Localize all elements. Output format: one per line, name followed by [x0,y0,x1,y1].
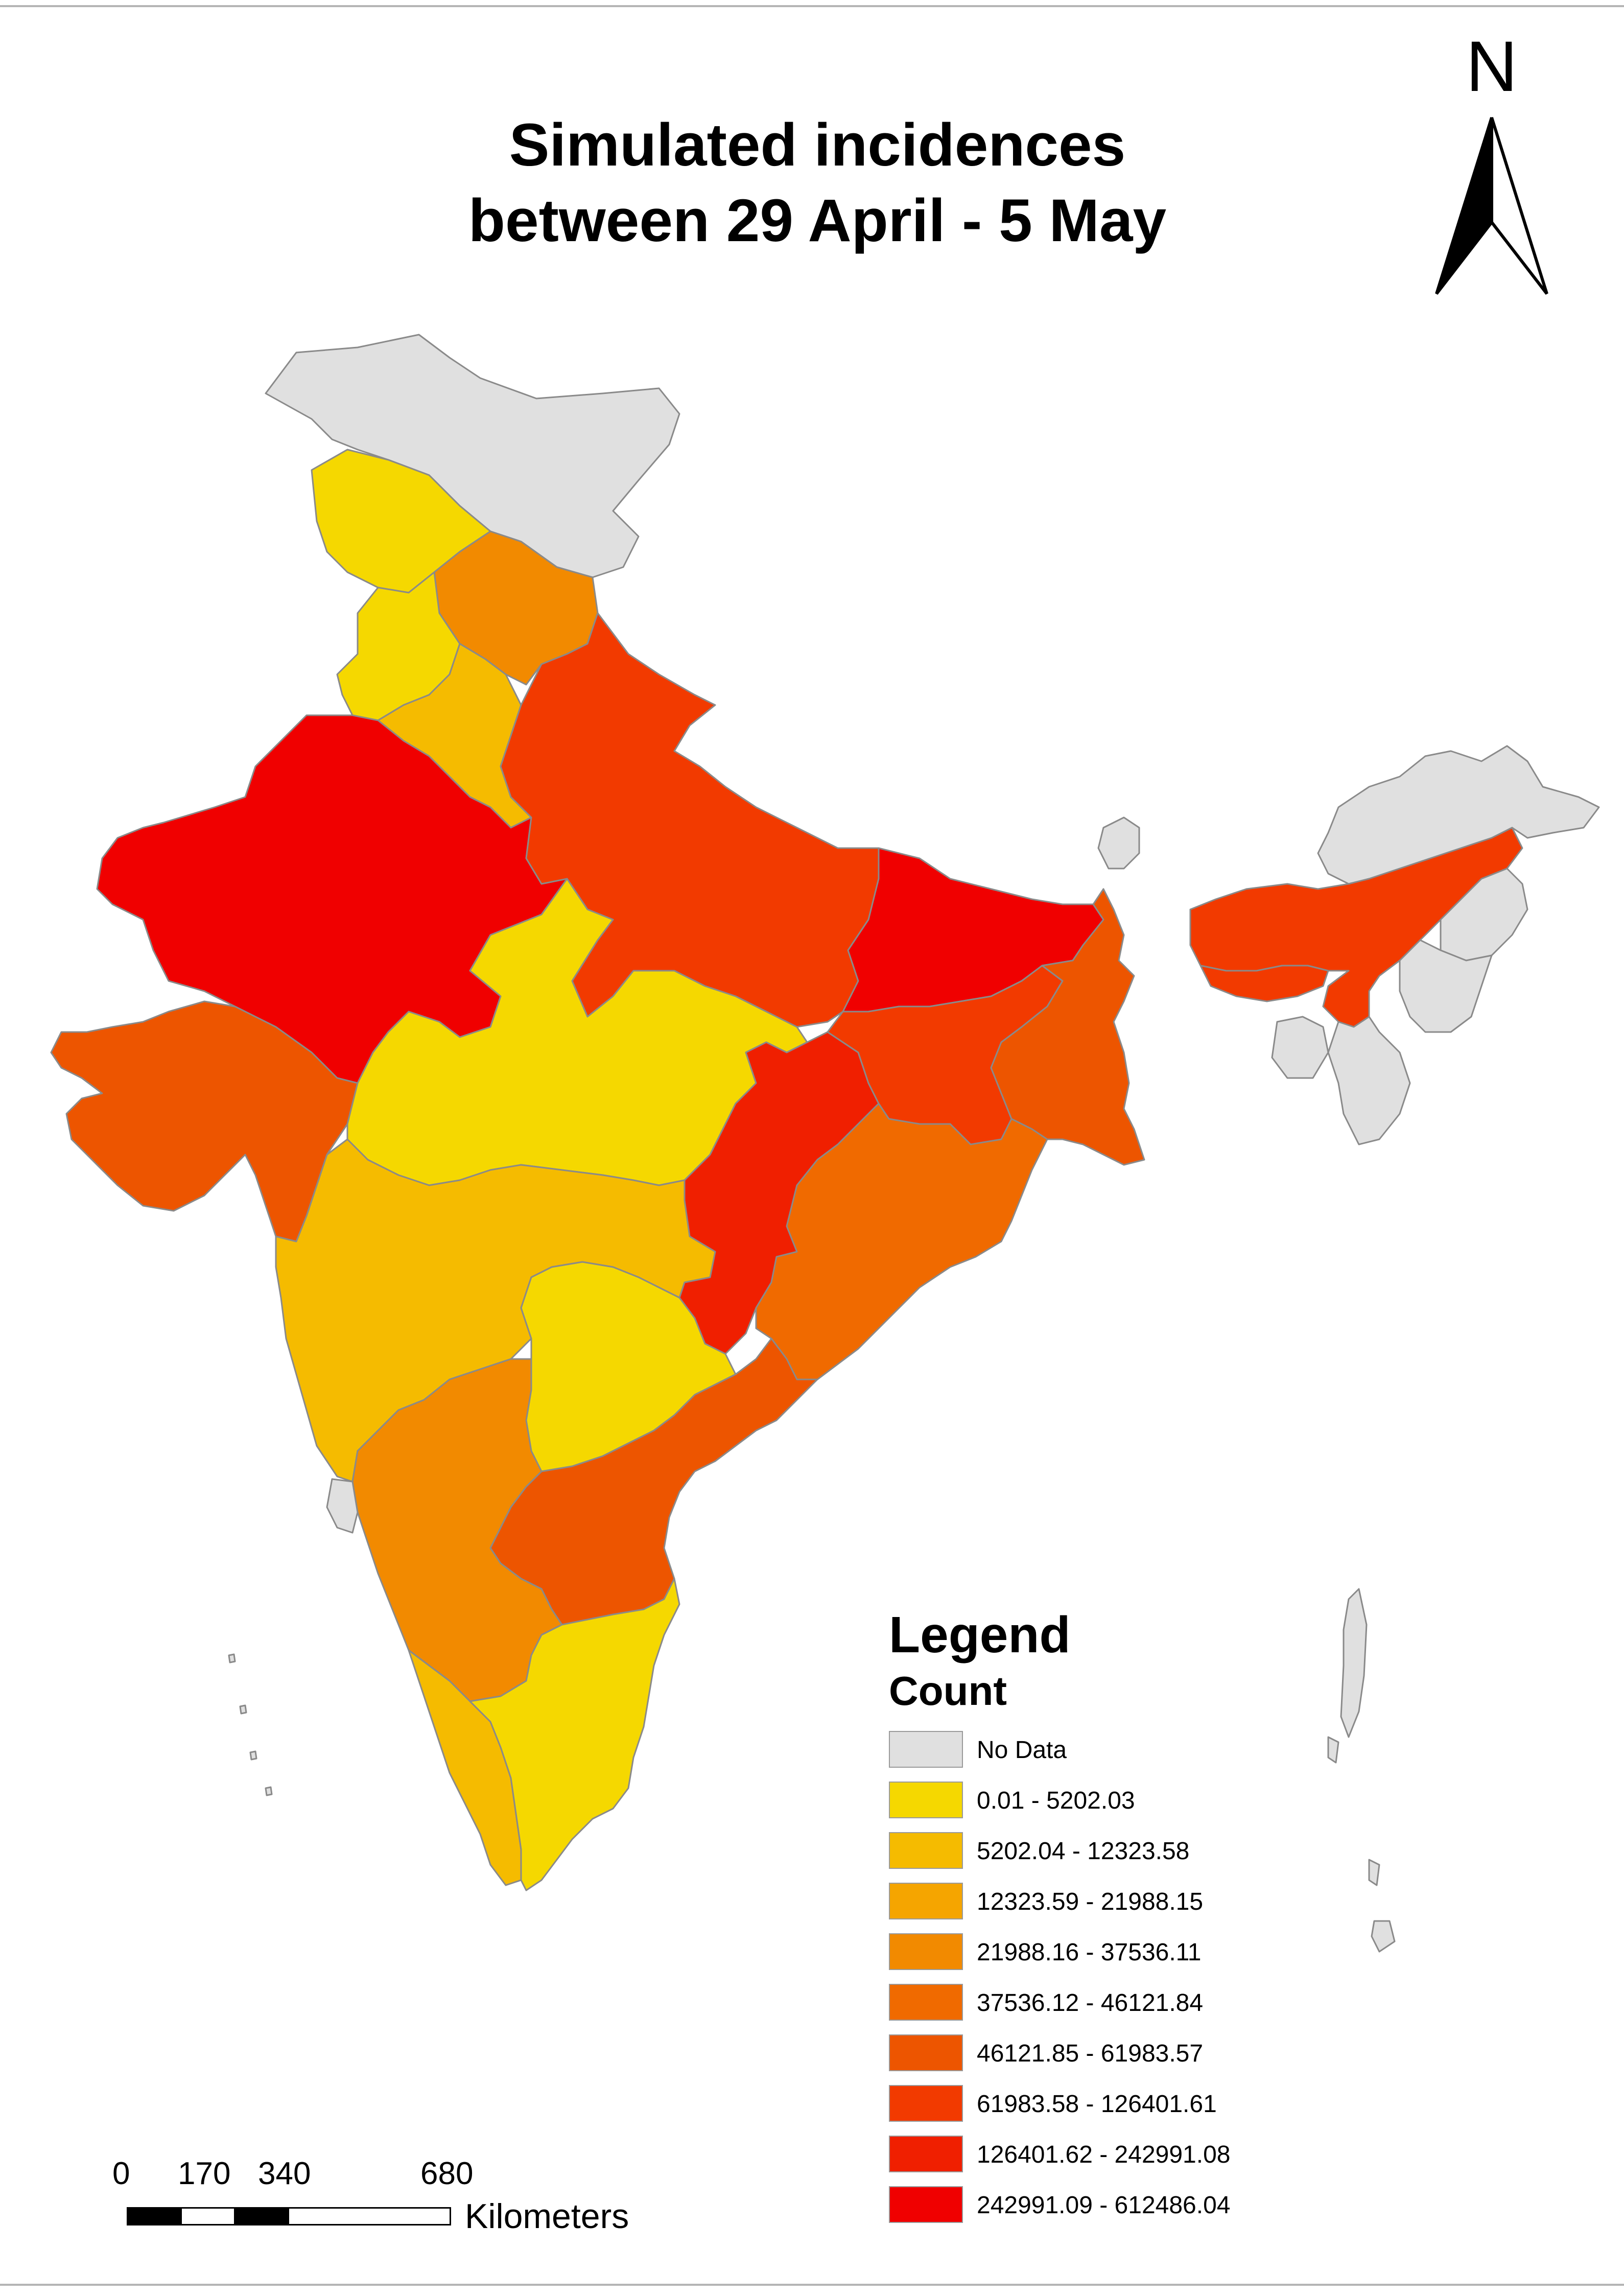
legend-item-label: 21988.16 - 37536.11 [977,1939,1202,1966]
legend-subtitle: Count [889,1668,1007,1714]
region-goa[interactable] [326,1478,359,1534]
legend-item-label: No Data [977,1737,1067,1764]
legend-item: 37536.12 - 46121.84 [889,1984,1349,2034]
legend-item-label: 5202.04 - 12323.58 [977,1838,1190,1865]
legend-item: 12323.59 - 21988.15 [889,1883,1349,1933]
legend-item-label: 0.01 - 5202.03 [977,1787,1135,1814]
region-andaman-nicobar[interactable] [1327,1588,1396,1953]
legend-item-label: 12323.59 - 21988.15 [977,1888,1204,1915]
region-mizoram[interactable] [1327,1016,1411,1145]
legend-item-label: 242991.09 - 612486.04 [977,2192,1231,2219]
legend-swatch [889,2085,963,2122]
legend-item: 61983.58 - 126401.61 [889,2085,1349,2136]
region-meghalaya[interactable] [1199,965,1329,1002]
north-arrow-label: N [1466,26,1518,106]
scale-segment-2 [180,2207,236,2225]
scale-unit-label: Kilometers [465,2197,629,2236]
region-karnataka[interactable] [351,1358,563,1702]
legend-title: Legend [889,1606,1071,1664]
scale-segment-1 [127,2207,182,2225]
legend-item-label: 61983.58 - 126401.61 [977,2091,1217,2118]
legend-swatch [889,2136,963,2172]
region-west-bengal[interactable] [990,888,1145,1166]
north-arrow-icon [1435,117,1548,295]
legend-swatch [889,2034,963,2071]
region-odisha[interactable] [755,1103,1048,1380]
scale-bar: 0 170 340 680 Kilometers [112,2156,674,2238]
legend-swatch [889,1984,963,2021]
frame-top-line [0,5,1624,7]
legend-swatch [889,1933,963,1970]
map-title-line-2: between 29 April - 5 May [468,187,1167,254]
region-nagaland[interactable] [1440,868,1528,962]
legend-swatch [889,1883,963,1919]
north-arrow: N [1420,31,1563,307]
legend-swatch [889,2186,963,2223]
legend-item: 21988.16 - 37536.11 [889,1933,1349,1984]
legend-item: 5202.04 - 12323.58 [889,1832,1349,1883]
map-title: Simulated incidences between 29 April - … [358,107,1277,259]
region-tripura[interactable] [1271,1016,1329,1079]
legend-item-label: 46121.85 - 61983.57 [977,2040,1204,2067]
legend-item: No Data [889,1731,1349,1782]
scale-tick-340: 340 [258,2156,311,2191]
region-tamil-nadu[interactable] [469,1578,680,1891]
legend-item-label: 37536.12 - 46121.84 [977,1989,1204,2017]
legend-item-label: 126401.62 - 242991.08 [977,2141,1231,2168]
legend-swatch [889,1782,963,1818]
legend-items: No Data 0.01 - 5202.03 5202.04 - 12323.58 1… [889,1731,1349,2237]
legend-item: 242991.09 - 612486.04 [889,2186,1349,2237]
legend-item: 46121.85 - 61983.57 [889,2034,1349,2085]
legend-item: 126401.62 - 242991.08 [889,2136,1349,2186]
map-title-line-1: Simulated incidences [509,111,1126,179]
region-gujarat[interactable] [50,1000,359,1243]
scale-segment-4 [288,2207,451,2225]
region-sikkim[interactable] [1097,816,1140,870]
scale-tick-0: 0 [112,2156,130,2191]
map-legend: Legend Count No Data 0.01 - 5202.03 5202.0… [889,1604,1349,2237]
frame-bottom-line [0,2284,1624,2286]
scale-tick-170: 170 [178,2156,231,2191]
legend-swatch [889,1731,963,1768]
region-uttar-pradesh[interactable] [500,612,880,1028]
scale-tick-680: 680 [420,2156,474,2191]
region-manipur[interactable] [1399,939,1493,1033]
legend-swatch [889,1832,963,1869]
scale-segment-3 [234,2207,289,2225]
region-lakshadweep[interactable] [228,1653,273,1796]
legend-item: 0.01 - 5202.03 [889,1782,1349,1832]
